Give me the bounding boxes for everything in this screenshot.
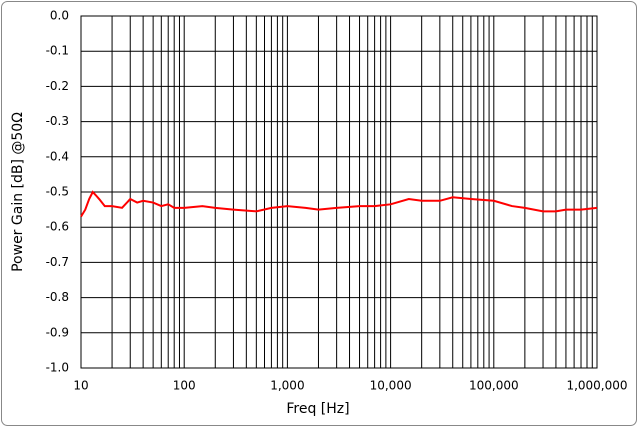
y-tick-label: -0.6 [46,220,69,234]
y-tick-label: 0.0 [50,9,69,23]
y-tick-label: -0.1 [46,44,69,58]
y-tick-label: -0.8 [46,290,69,304]
x-tick-label: 1,000 [270,379,304,393]
y-tick-label: -0.4 [46,149,69,163]
x-tick-label: 100 [173,379,196,393]
data-line [80,190,598,218]
x-tick-label: 100,000 [469,379,519,393]
y-tick-label: -0.7 [46,255,69,269]
x-tick-label: 1,000,000 [566,379,627,393]
x-tick-label: 10 [73,379,88,393]
y-tick-label: -1.0 [46,361,69,375]
y-tick-label: -0.3 [46,114,69,128]
plot-frame [80,15,598,369]
y-tick-label: -0.2 [46,79,69,93]
y-tick-label: -0.9 [46,325,69,339]
x-tick-label: 10,000 [370,379,412,393]
x-axis-label: Freq [Hz] [286,401,349,417]
y-tick-label: -0.5 [46,185,69,199]
y-axis-label: Power Gain [dB] @50Ω [10,112,26,272]
